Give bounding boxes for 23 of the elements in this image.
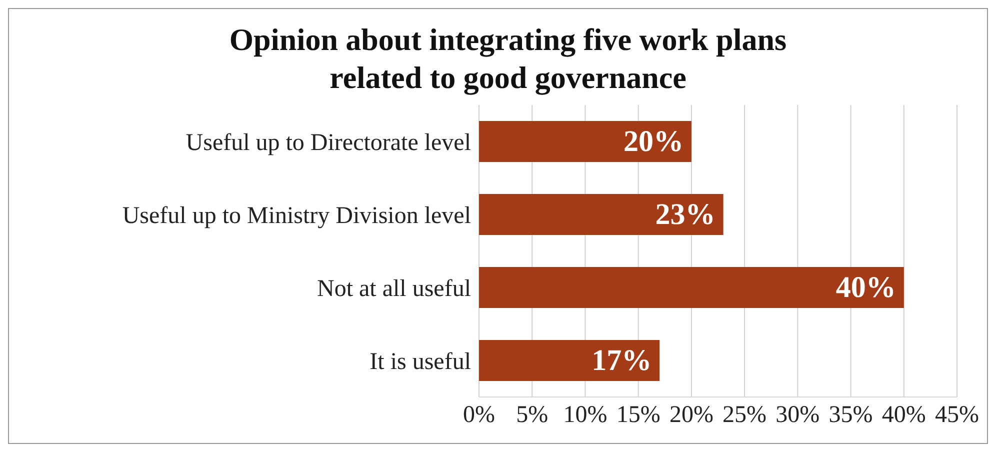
y-tick-label: Not at all useful (317, 276, 472, 302)
x-tick-label: 5% (516, 402, 548, 428)
y-tick-label: It is useful (370, 349, 472, 376)
x-tick-label: 30% (776, 402, 820, 428)
data-label: 17% (592, 344, 652, 378)
x-tick-label: 10% (563, 402, 608, 428)
bar (479, 340, 660, 382)
y-tick-label: Useful up to Directorate level (186, 130, 472, 156)
data-label: 40% (836, 271, 896, 304)
x-tick-label: 45% (935, 402, 979, 428)
y-tick-label: Useful up to Ministry Division level (122, 203, 472, 230)
data-label: 23% (655, 198, 716, 232)
bar (479, 194, 724, 236)
bar (479, 267, 904, 308)
x-tick-label: 0% (463, 402, 495, 428)
x-tick-label: 25% (722, 402, 767, 428)
x-tick-label: 35% (828, 402, 873, 428)
x-tick-label: 15% (616, 402, 660, 428)
data-label: 20% (623, 125, 684, 158)
x-tick-label: 40% (882, 402, 926, 428)
x-tick-label: 20% (669, 402, 714, 428)
bar (479, 121, 692, 162)
chart-title: Opinion about integrating five work plans related to good governance (228, 21, 788, 97)
